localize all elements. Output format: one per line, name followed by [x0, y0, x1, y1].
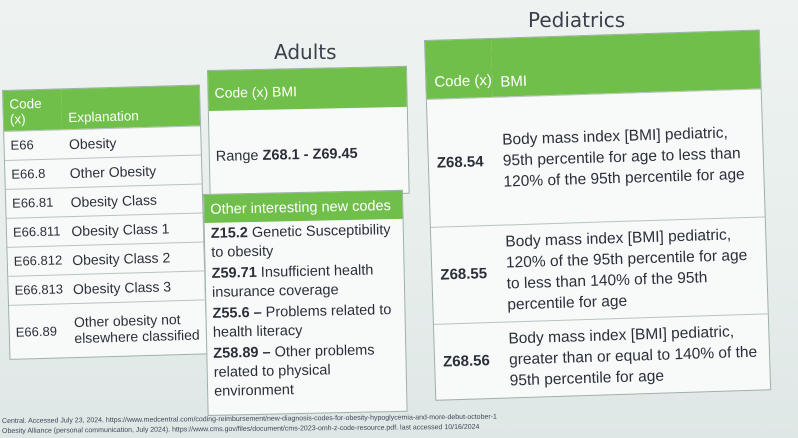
other-code-item: Z58.89 – Other problems related to physi… — [207, 341, 406, 402]
bmi-box-header: Code (x) BMI — [208, 66, 407, 111]
explanation-cell: Obesity Class 1 — [64, 212, 204, 246]
code-cell: E66.81 — [5, 187, 65, 218]
explanation-cell: Other obesity not elsewhere classified — [67, 299, 207, 358]
code-cell: Z68.56 — [433, 321, 503, 400]
footnote: Obesity Alliance (personal communication… — [2, 423, 480, 435]
bmi-column-header: BMI — [500, 72, 528, 91]
description-cell: Body mass index [BMI] pediatric, 95th pe… — [492, 88, 765, 225]
code-cell: E66.8 — [4, 158, 65, 189]
code-column-header: Code (x) — [434, 71, 493, 91]
bmi-range: Range Z68.1 - Z69.45 — [209, 107, 408, 165]
explanation-column-header: Explanation — [68, 107, 139, 125]
other-code-item: Z55.6 – Problems related to health liter… — [206, 301, 405, 343]
code-cell: E66 — [4, 129, 64, 160]
pediatric-bmi-table: Code (x) BMI Z68.54 Body mass index [BMI… — [424, 29, 772, 401]
bmi-range-value: Z68.1 - Z69.45 — [262, 145, 358, 164]
code-cell: Z68.54 — [426, 96, 497, 227]
code-cell: E66.89 — [9, 303, 69, 359]
table-row: E66.89 Other obesity not elsewhere class… — [9, 299, 207, 359]
explanation-cell: Obesity Class 2 — [65, 241, 205, 275]
code-cell: Z68.55 — [430, 224, 500, 324]
table-header-row: Code (x) Explanation — [3, 85, 201, 131]
description-cell: Body mass index [BMI] pediatric, greater… — [499, 313, 771, 398]
explanation-cell: Other Obesity — [63, 154, 202, 188]
other-code: Z58.89 – — [213, 344, 271, 362]
footnote: Central. Accessed July 23, 2024. https:/… — [2, 413, 497, 425]
other-code: Z59.71 — [211, 264, 257, 282]
code-column-header: Code (x) — [9, 95, 42, 127]
code-cell: E66.813 — [8, 274, 68, 305]
other-code-item: Z15.2 Genetic Susceptibility to obesity — [205, 221, 404, 263]
table-row: Z68.54 Body mass index [BMI] pediatric, … — [426, 88, 765, 227]
table-row: Z68.56 Body mass index [BMI] pediatric, … — [433, 313, 771, 400]
other-code: Z15.2 — [210, 225, 249, 242]
table-row: Z68.55 Body mass index [BMI] pediatric, … — [430, 216, 768, 324]
explanation-cell: Obesity Class — [64, 183, 203, 217]
other-code-item: Z59.71 Insufficient health insurance cov… — [205, 261, 404, 303]
other-codes-box: Other interesting new codes Z15.2 Geneti… — [203, 189, 408, 416]
code-cell: E66.812 — [7, 245, 67, 276]
table-header-row: Code (x) BMI — [425, 30, 761, 99]
explanation-cell: Obesity — [62, 125, 201, 159]
adults-heading: Adults — [274, 40, 337, 64]
explanation-cell: Obesity Class 3 — [66, 270, 205, 304]
adult-bmi-box: Code (x) BMI Range Z68.1 - Z69.45 — [207, 65, 410, 198]
obesity-codes-table: Code (x) Explanation E66 Obesity E66.8 O… — [2, 84, 208, 360]
other-code: Z55.6 – — [212, 304, 262, 322]
description-cell: Body mass index [BMI] pediatric, 120% of… — [496, 216, 768, 322]
other-codes-header: Other interesting new codes — [204, 190, 403, 223]
code-cell: E66.811 — [6, 216, 66, 247]
bmi-range-label: Range — [215, 147, 259, 165]
pediatrics-heading: Pediatrics — [528, 8, 626, 32]
